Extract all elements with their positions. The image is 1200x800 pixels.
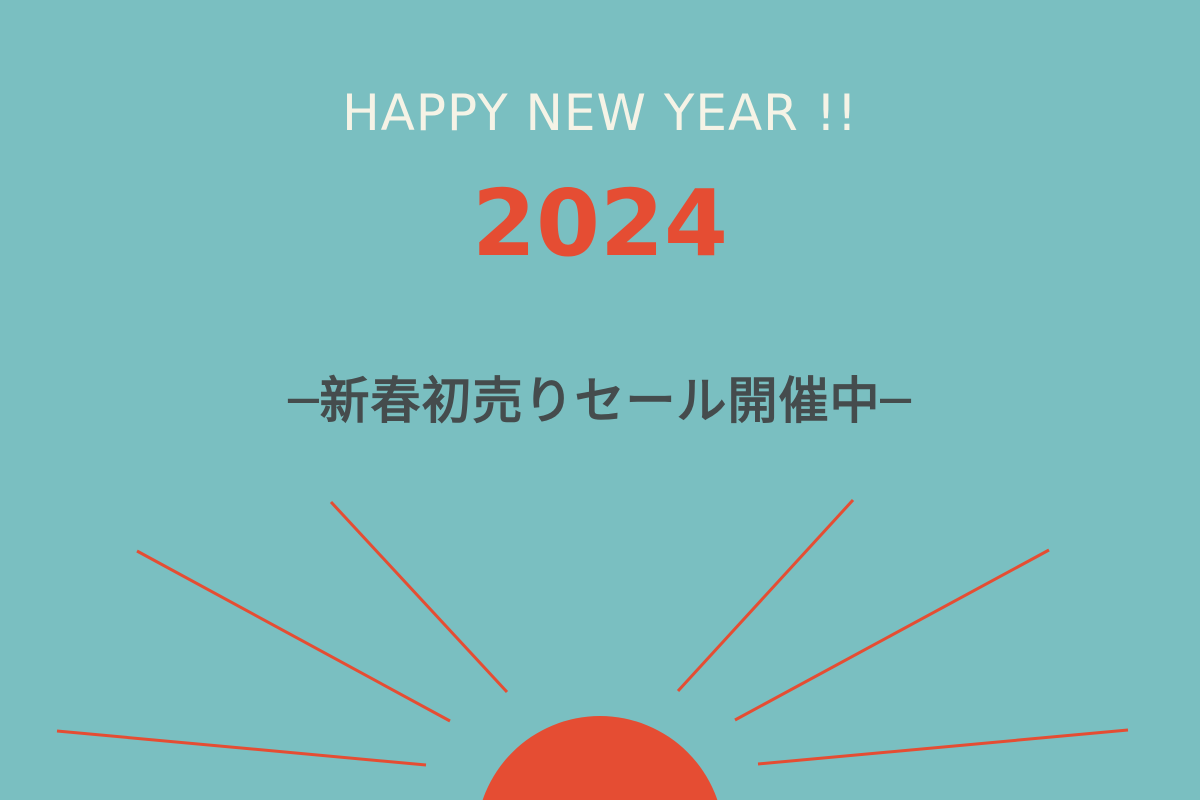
sun-ray [757, 728, 1129, 766]
headline: HAPPY NEW YEAR !! [342, 84, 858, 142]
sun-ray [676, 498, 855, 693]
sun-ray [136, 549, 451, 723]
sale-subtitle: ─新春初売りセール開催中─ [288, 371, 912, 430]
sun-rays [56, 498, 1129, 767]
sun-disc [482, 716, 718, 800]
year-title: 2024 [471, 170, 729, 277]
sun-ray [329, 500, 509, 694]
sun-ray [734, 548, 1050, 722]
sun-ray [56, 729, 427, 767]
